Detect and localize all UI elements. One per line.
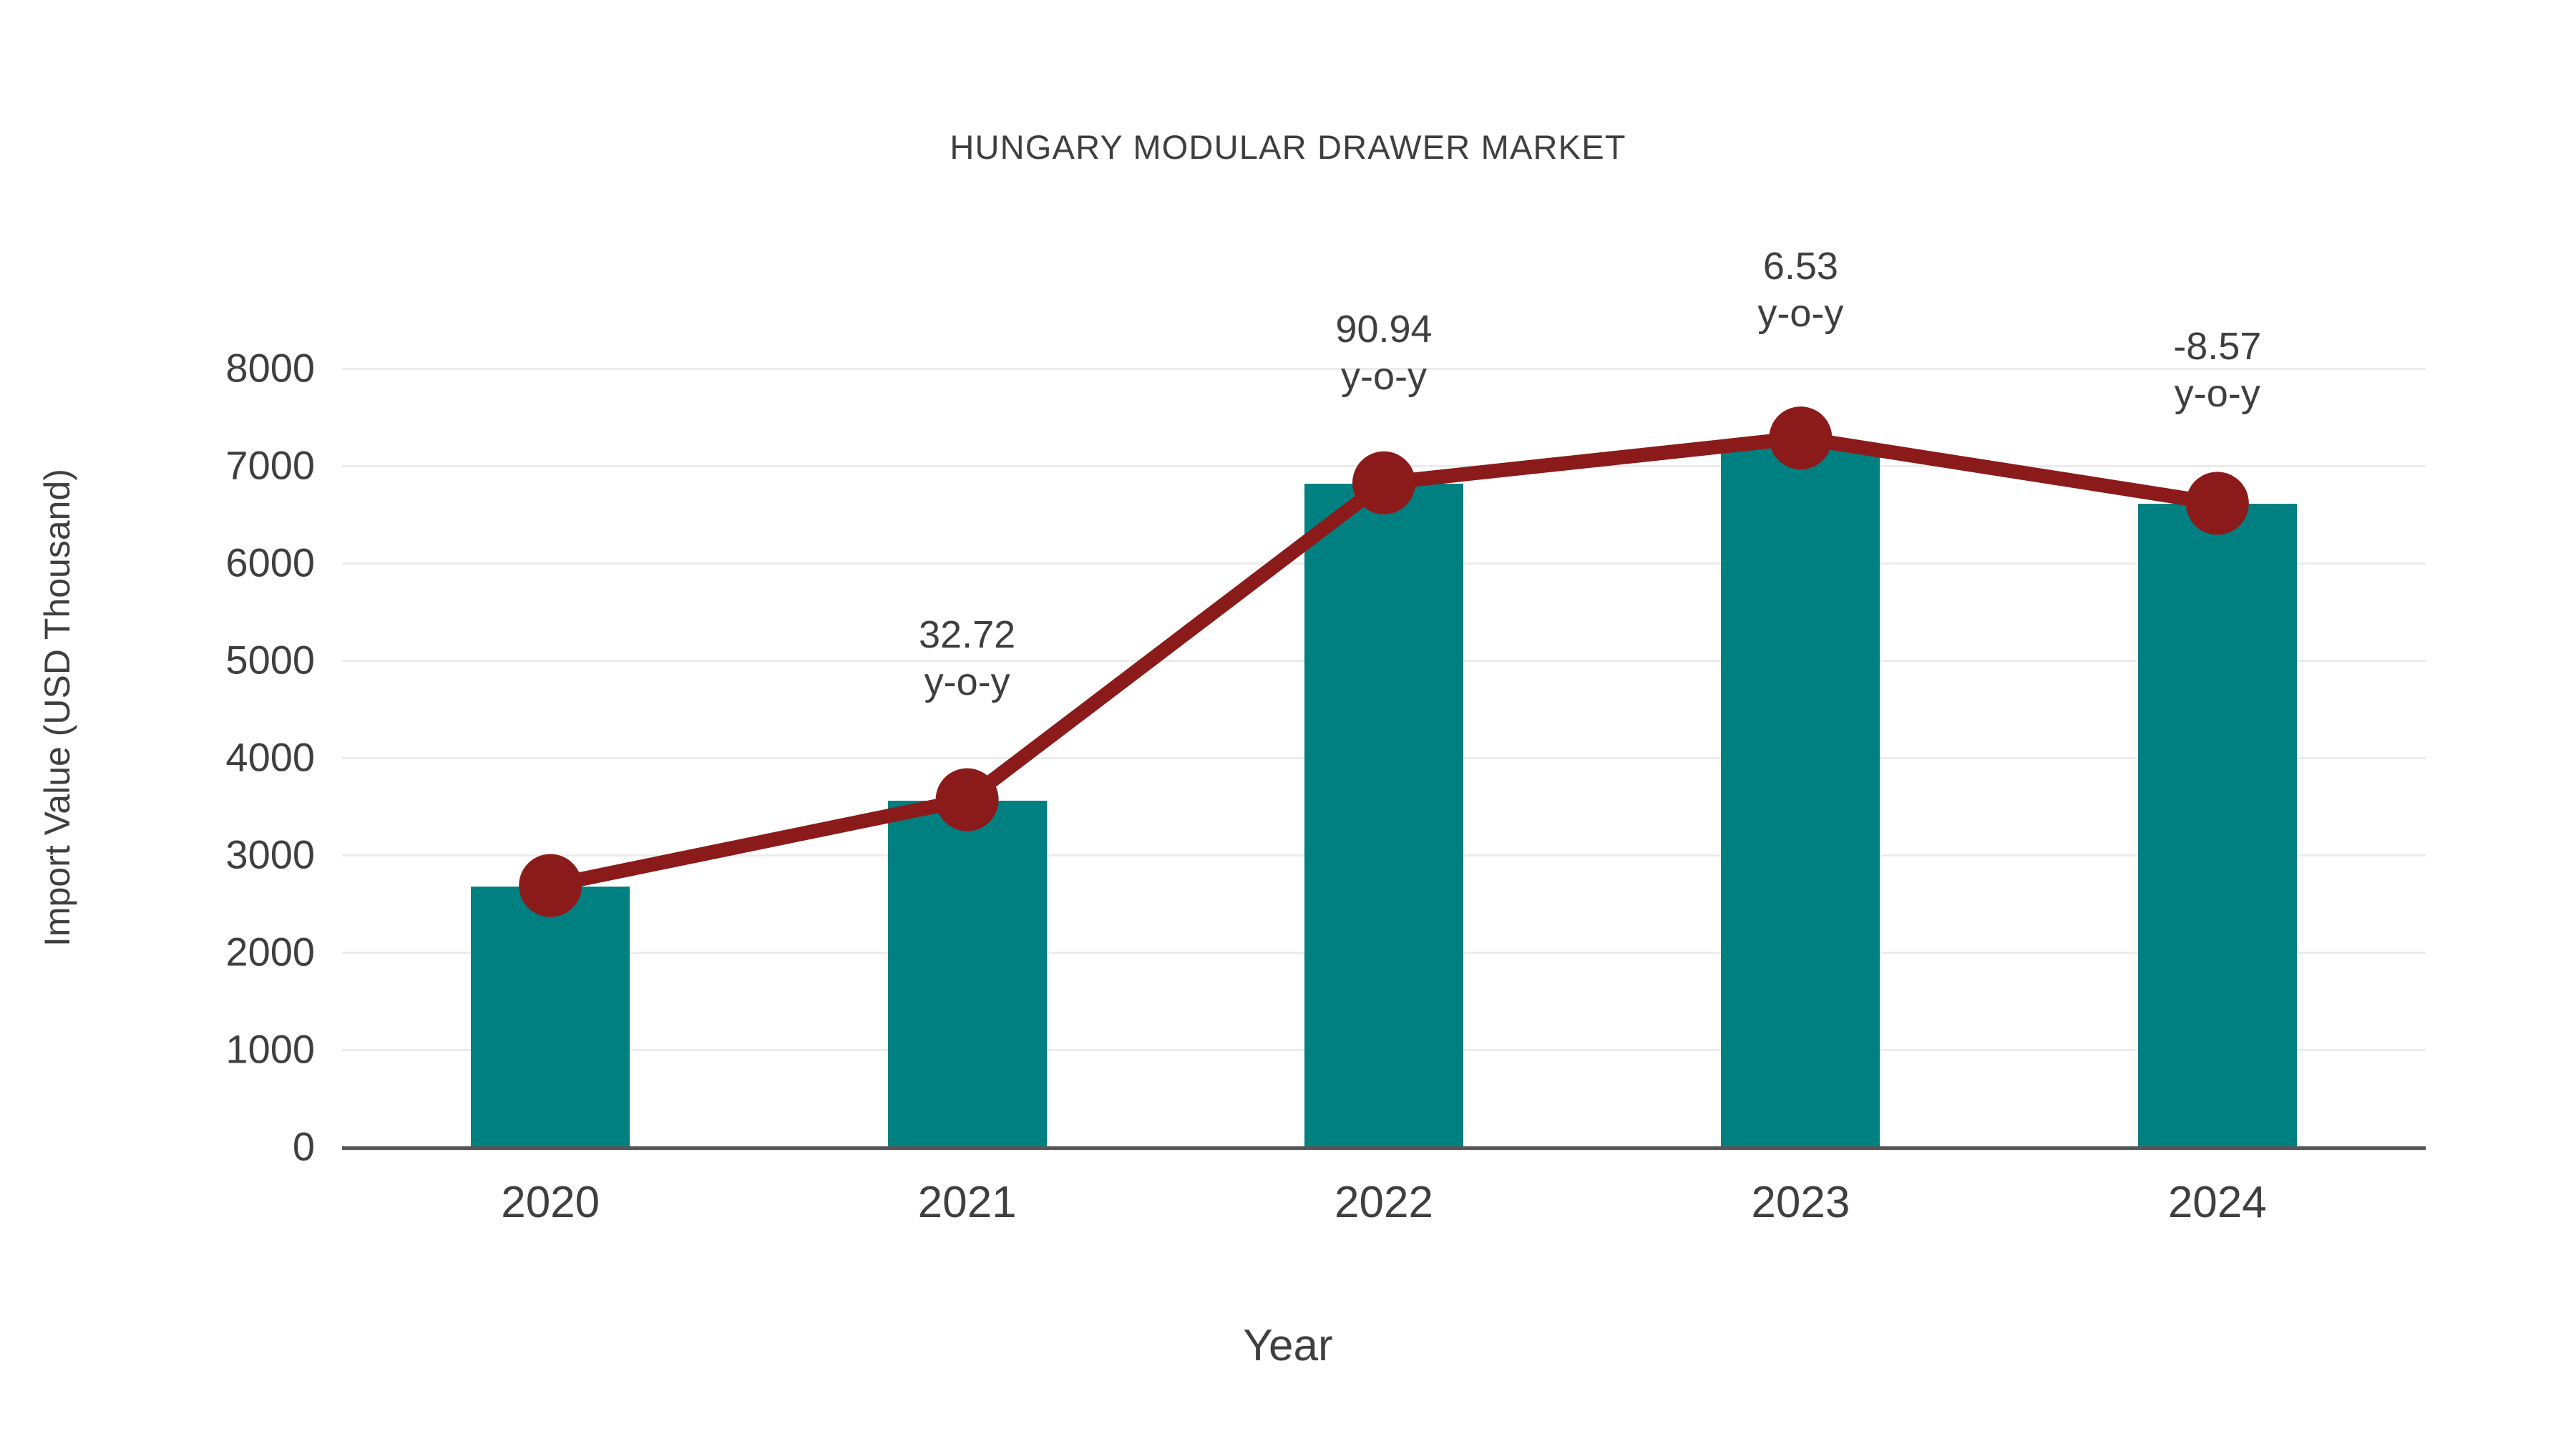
x-tick-label-2023: 2023 <box>1751 1178 1850 1227</box>
annotation-2024: -8.57 y-o-y <box>2067 323 2368 418</box>
x-axis-line <box>342 1146 2426 1150</box>
annotation-2022-value: 90.94 <box>1335 308 1433 351</box>
chart-title: HUNGARY MODULAR DRAWER MARKET <box>950 128 1626 166</box>
y-axis-title: Import Value (USD Thousand) <box>37 469 77 947</box>
plot-area <box>342 358 2426 1148</box>
y-tick-label-6000: 6000 <box>225 540 315 585</box>
gridline-8000 <box>342 368 2426 370</box>
gridline-7000 <box>342 465 2426 467</box>
annotation-2024-unit: y-o-y <box>2174 371 2260 415</box>
x-tick-label-2022: 2022 <box>1335 1178 1433 1227</box>
y-tick-label-5000: 5000 <box>225 637 315 683</box>
x-tick-label-2024: 2024 <box>2167 1178 2267 1227</box>
annotation-2021-value: 32.72 <box>919 613 1016 656</box>
bar-2021[interactable] <box>887 800 1047 1148</box>
x-axis-title: Year <box>1243 1321 1333 1370</box>
bar-2020[interactable] <box>471 886 630 1148</box>
y-tick-label-8000: 8000 <box>225 345 315 391</box>
x-tick-label-2020: 2020 <box>501 1178 600 1227</box>
annotation-2023-unit: y-o-y <box>1757 291 1844 335</box>
y-tick-label-7000: 7000 <box>225 442 315 488</box>
annotation-2022: 90.94 y-o-y <box>1234 306 1534 401</box>
y-tick-label-4000: 4000 <box>225 734 315 780</box>
x-tick-label-2021: 2021 <box>917 1178 1017 1227</box>
annotation-2022-unit: y-o-y <box>1341 354 1427 398</box>
annotation-2023-value: 6.53 <box>1762 245 1838 288</box>
y-tick-label-2000: 2000 <box>225 929 315 975</box>
y-tick-label-3000: 3000 <box>225 831 315 877</box>
annotation-2021: 32.72 y-o-y <box>817 612 1118 706</box>
annotation-2024-value: -8.57 <box>2173 325 2262 368</box>
bar-2023[interactable] <box>1721 443 1880 1148</box>
y-tick-label-1000: 1000 <box>225 1026 315 1072</box>
annotation-2023: 6.53 y-o-y <box>1650 243 1951 338</box>
annotation-2021-unit: y-o-y <box>924 660 1010 703</box>
y-tick-label-0: 0 <box>292 1123 315 1169</box>
bar-2024[interactable] <box>2137 504 2297 1148</box>
bar-2022[interactable] <box>1304 483 1463 1148</box>
